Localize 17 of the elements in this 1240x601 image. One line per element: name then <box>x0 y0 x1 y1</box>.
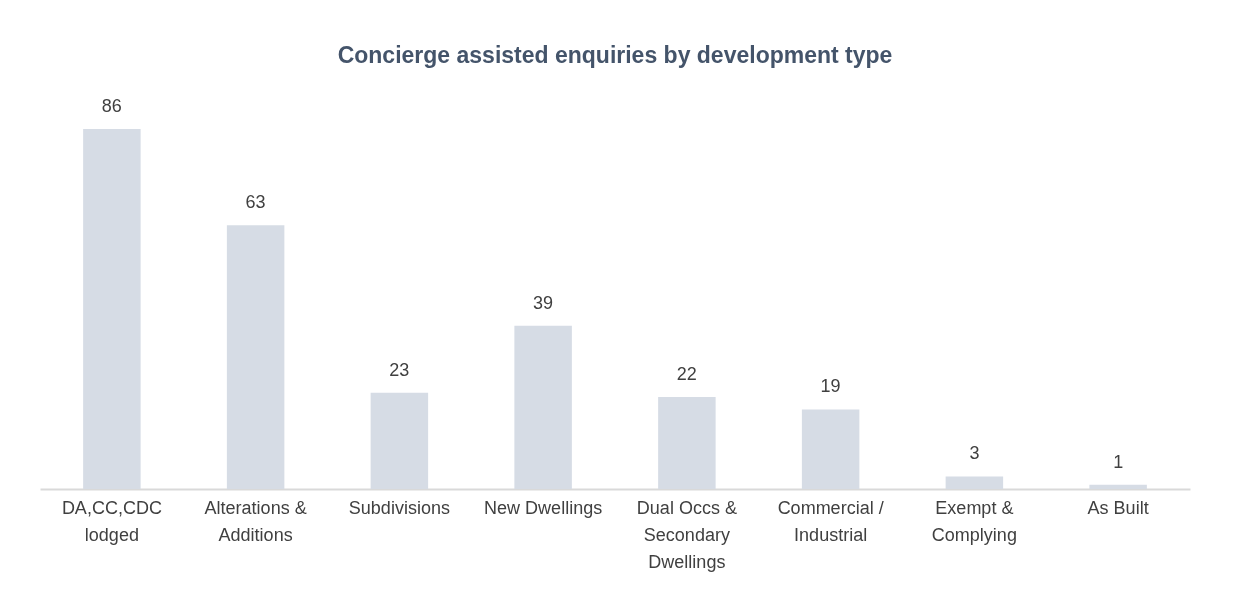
data-label: 1 <box>1113 451 1124 472</box>
data-label: 63 <box>245 192 266 213</box>
x-tick-label: Alterations & Additions <box>204 497 307 545</box>
data-label: 23 <box>389 359 410 380</box>
x-tick-label: New Dwellings <box>484 497 603 518</box>
x-tick-label: Subdivisions <box>348 497 450 518</box>
x-tick-label: Exempt & Complying <box>931 497 1017 545</box>
data-label: 19 <box>820 376 841 397</box>
x-tick-label: Dual Occs & Secondary Dwellings <box>636 497 737 572</box>
chart-title: Concierge assisted enquiries by development type <box>337 42 893 68</box>
data-label: 39 <box>533 292 554 313</box>
data-label: 86 <box>101 96 122 116</box>
x-tick-label: Commercial / Industrial <box>777 497 884 545</box>
data-label: 22 <box>676 363 697 384</box>
data-label: 3 <box>969 443 980 464</box>
x-tick-label: DA,CC,CDC lodged <box>61 497 162 545</box>
x-tick-label: As Built <box>1087 497 1149 518</box>
